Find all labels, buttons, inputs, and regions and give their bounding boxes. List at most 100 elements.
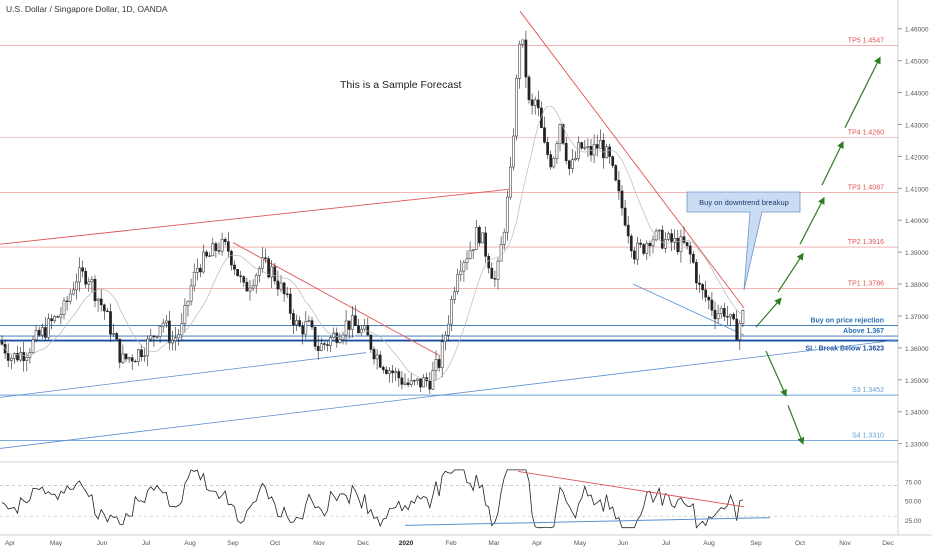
candle-body — [645, 243, 649, 254]
candle-body — [254, 275, 258, 286]
candle-body — [338, 339, 342, 343]
candle-body — [558, 124, 562, 144]
candle-body — [261, 257, 264, 269]
candle-body — [484, 232, 487, 257]
candle-body — [533, 99, 537, 106]
candle-body — [192, 271, 196, 287]
candle-body — [0, 341, 4, 345]
time-axis-label: Aug — [184, 540, 196, 547]
candle-body — [416, 378, 419, 381]
price-axis-label: 1.34000 — [905, 410, 929, 417]
candle-body — [642, 244, 646, 254]
time-axis-label: Jul — [142, 540, 151, 547]
candle-body — [47, 318, 50, 338]
candles-group — [0, 30, 745, 394]
candle-body — [468, 250, 472, 259]
candle-body — [602, 140, 605, 159]
candle-body — [9, 357, 13, 361]
candle-body — [267, 258, 270, 278]
candle-body — [239, 275, 243, 277]
level-label: S3 1.3452 — [852, 387, 884, 394]
candle-body — [509, 166, 512, 198]
candle-body — [140, 349, 143, 357]
candle-body — [691, 253, 695, 263]
candle-body — [499, 244, 503, 262]
candle-body — [527, 76, 531, 101]
candle-body — [121, 353, 125, 363]
candle-body — [292, 313, 295, 326]
candle-body — [564, 143, 568, 161]
level-label: TP3 1.4087 — [848, 184, 884, 191]
candle-body — [515, 78, 518, 137]
candle-body — [264, 257, 267, 259]
candle-body — [698, 282, 701, 285]
candle-body — [385, 369, 388, 374]
time-axis-label: Oct — [270, 540, 280, 547]
candle-body — [729, 314, 732, 318]
candle-body — [741, 310, 745, 324]
candle-body — [53, 316, 57, 322]
forecast-arrow — [787, 405, 805, 445]
candle-body — [431, 370, 435, 390]
candle-body — [704, 289, 708, 298]
callout-box — [686, 191, 801, 291]
candle-body — [505, 196, 509, 233]
candle-body — [701, 284, 704, 291]
candle-body — [316, 346, 320, 351]
candle-body — [288, 293, 292, 314]
candle-body — [595, 144, 599, 149]
candle-body — [406, 382, 410, 385]
candle-body — [304, 321, 308, 335]
candle-body — [251, 285, 255, 289]
price-axis-label: 1.35000 — [905, 378, 929, 385]
candle-body — [298, 320, 301, 327]
candle-body — [459, 270, 463, 275]
oscillator-resistance-line — [517, 470, 745, 508]
callout-text: Buy on downtrend breakup — [699, 198, 789, 207]
candle-body — [490, 267, 494, 279]
candle-body — [465, 258, 469, 263]
candle-body — [112, 333, 115, 335]
time-axis-label: May — [50, 540, 63, 547]
time-axis-label: May — [574, 540, 587, 547]
candle-body — [106, 310, 109, 313]
oscillator-axis-label: 75.00 — [905, 479, 922, 486]
candle-body — [273, 266, 277, 282]
candle-body — [450, 299, 453, 325]
price-axis-label: 1.43000 — [905, 122, 929, 129]
candle-body — [217, 250, 221, 252]
channel-support-line — [632, 283, 745, 336]
candle-body — [347, 320, 351, 330]
candle-body — [183, 305, 187, 324]
candle-body — [13, 353, 16, 359]
time-axis-label: Nov — [839, 540, 851, 547]
candle-body — [59, 314, 63, 318]
candle-body — [664, 239, 667, 249]
candle-body — [22, 352, 26, 361]
candle-body — [660, 229, 664, 249]
candle-body — [44, 327, 47, 338]
candle-body — [375, 354, 379, 360]
candle-body — [335, 332, 339, 343]
candle-body — [502, 231, 506, 245]
candle-body — [651, 239, 655, 247]
price-axis-label: 1.38000 — [905, 282, 929, 289]
candle-body — [688, 245, 692, 255]
candle-body — [25, 357, 29, 361]
candle-body — [90, 279, 94, 283]
candle-body — [323, 343, 326, 345]
candle-body — [6, 352, 10, 361]
candle-body — [372, 349, 376, 360]
time-axis-label: Feb — [445, 540, 457, 547]
candle-body — [440, 341, 444, 368]
candle-body — [719, 308, 723, 315]
candle-body — [75, 281, 78, 291]
candle-body — [226, 241, 230, 252]
candle-body — [158, 326, 162, 337]
candle-body — [279, 282, 283, 290]
time-axis-label: 2020 — [399, 540, 414, 547]
candle-body — [732, 314, 735, 320]
candle-body — [598, 140, 602, 149]
time-axis-label: Jun — [97, 540, 108, 547]
